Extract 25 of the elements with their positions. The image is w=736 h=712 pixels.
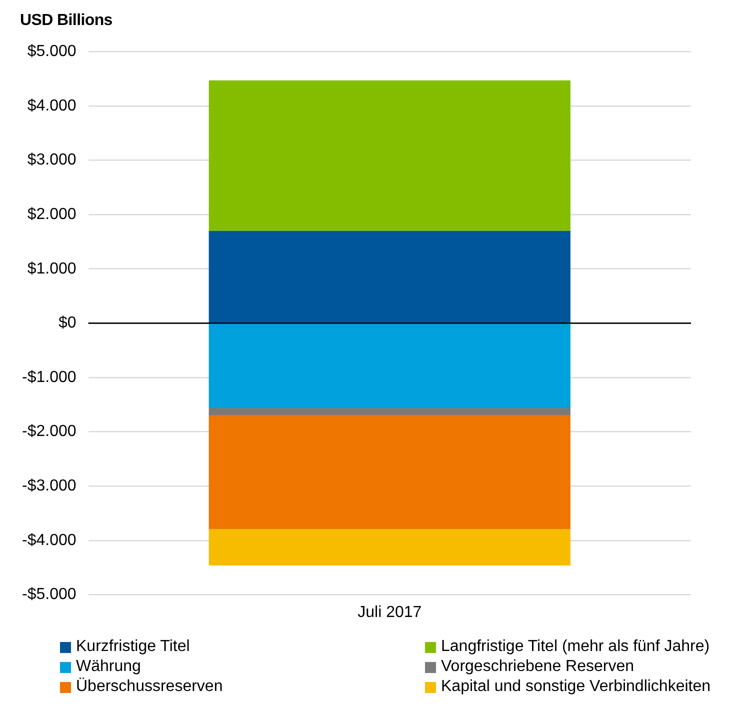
legend-label: Kurzfristige Titel <box>76 638 190 656</box>
legend-label: Überschussreserven <box>76 678 223 696</box>
y-tick-label: -$1.000 <box>22 368 76 386</box>
y-axis-title: USD Billions <box>20 12 112 30</box>
y-tick-label: -$2.000 <box>22 423 76 440</box>
y-tick-label: $1.000 <box>27 260 76 278</box>
legend-label: Kapital und sonstige Verbindlichkeiten <box>441 678 711 696</box>
y-tick-label: -$5.000 <box>22 586 76 604</box>
bar <box>208 230 570 323</box>
y-tick-label: $4.000 <box>27 97 76 114</box>
bar <box>208 529 570 566</box>
y-tick-label: $2.000 <box>27 206 76 223</box>
y-tick-label: $5.000 <box>27 43 76 60</box>
bar <box>208 324 570 408</box>
legend-label: Währung <box>76 658 141 676</box>
y-tick-label: -$3.000 <box>22 478 76 495</box>
x-tick-label: Juli 2017 <box>358 604 422 621</box>
legend-label: Vorgeschriebene Reserven <box>441 658 634 676</box>
bar <box>208 408 570 415</box>
y-tick-label: -$4.000 <box>22 532 76 549</box>
bar <box>208 80 570 231</box>
y-tick-label: $3.000 <box>27 152 76 169</box>
legend-label: Langfristige Titel (mehr als fünf Jahre) <box>441 638 710 656</box>
y-tick-label: $0 <box>58 314 76 332</box>
bar <box>208 415 570 530</box>
